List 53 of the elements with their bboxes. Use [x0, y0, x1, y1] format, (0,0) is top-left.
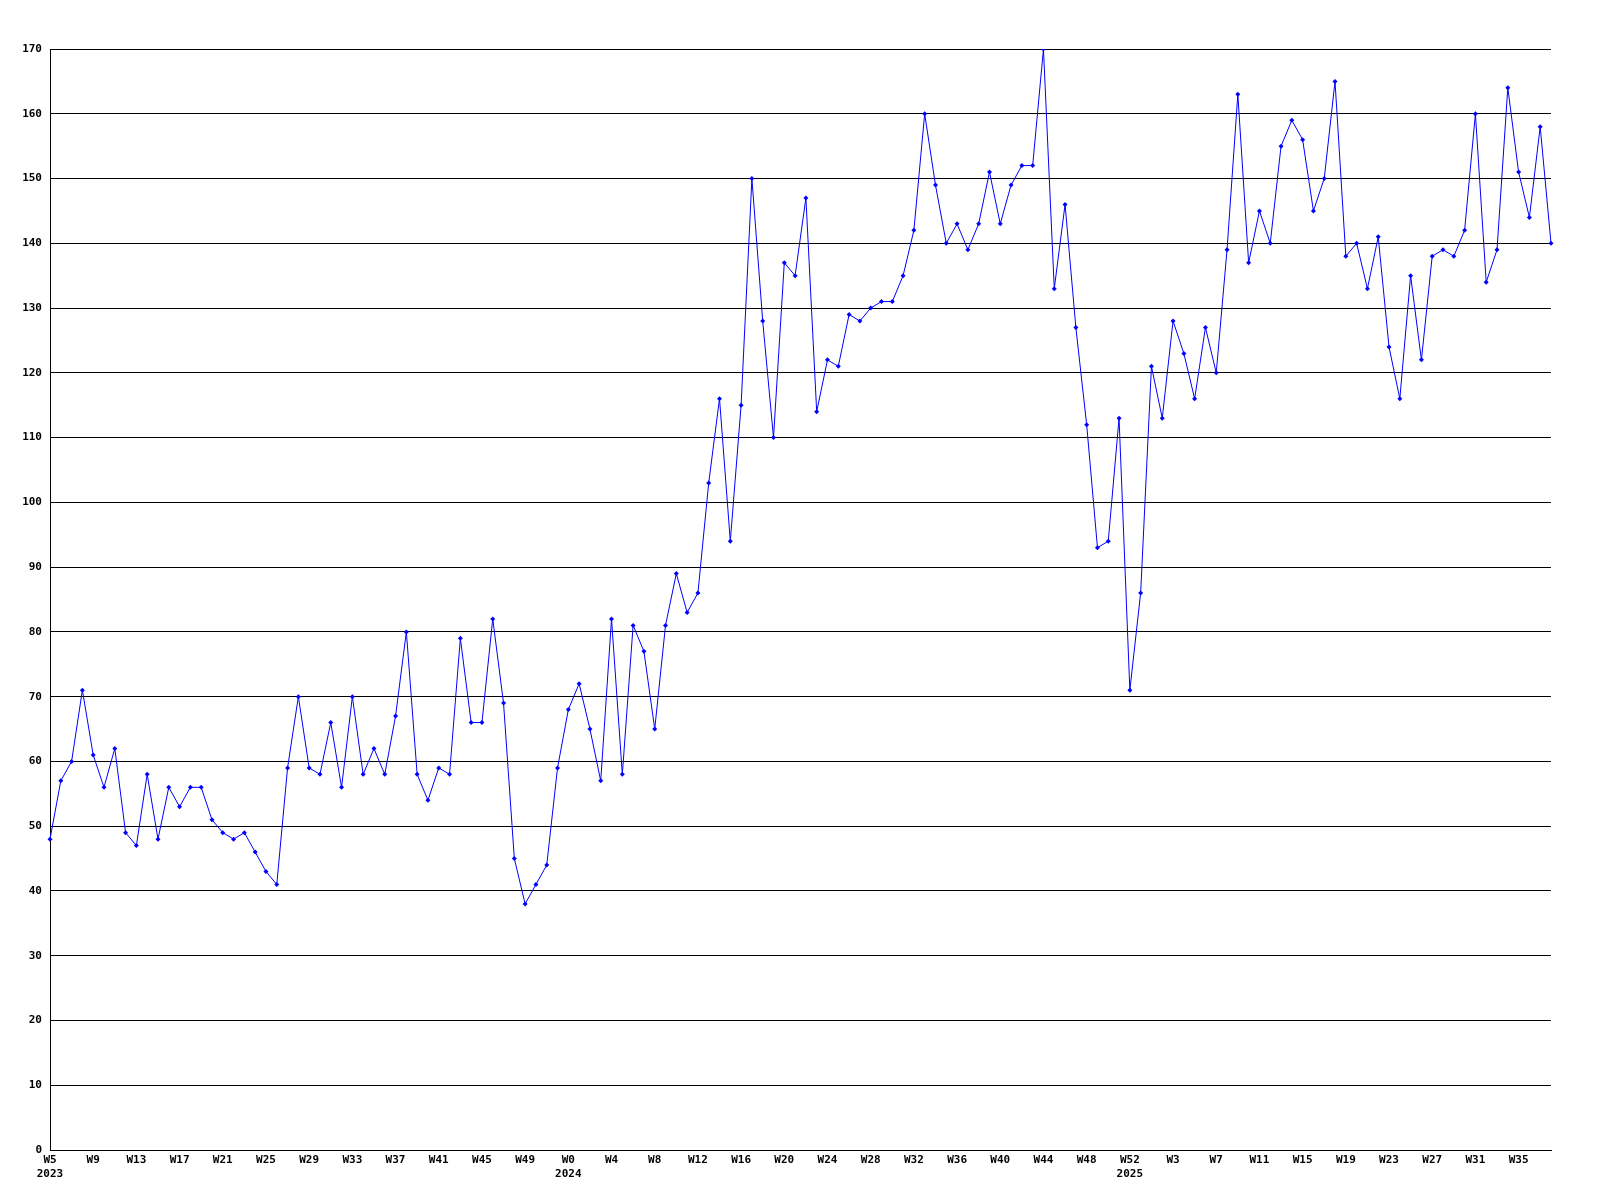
- x-tick-label: W48: [1076, 1153, 1097, 1167]
- x-tick-label: W19: [1335, 1153, 1356, 1167]
- y-tick-label: 130: [22, 300, 42, 314]
- x-tick-label: W3: [1166, 1153, 1180, 1167]
- y-tick-label: 110: [22, 430, 42, 444]
- x-tick-label: W16: [731, 1153, 752, 1167]
- x-tick-label: W13: [126, 1153, 147, 1167]
- y-tick-label: 70: [28, 689, 42, 703]
- x-tick-label: W0 2024: [555, 1153, 582, 1180]
- y-tick-label: 160: [22, 106, 42, 120]
- y-tick-label: 20: [28, 1013, 42, 1027]
- y-tick-label: 60: [28, 754, 42, 768]
- x-tick-label: W20: [774, 1153, 795, 1167]
- x-tick-label: W7: [1209, 1153, 1223, 1167]
- x-tick-label: W17: [169, 1153, 190, 1167]
- y-tick-label: 40: [28, 883, 42, 897]
- x-tick-label: W35: [1508, 1153, 1529, 1167]
- y-tick-label: 100: [22, 495, 42, 509]
- y-tick-label: 90: [28, 559, 42, 573]
- x-tick-label: W12: [687, 1153, 708, 1167]
- x-tick-label: W49: [515, 1153, 536, 1167]
- y-tick-label: 50: [28, 819, 42, 833]
- y-tick-label: 0: [35, 1142, 42, 1156]
- x-tick-label: W11: [1249, 1153, 1270, 1167]
- x-tick-label: W9: [86, 1153, 100, 1167]
- y-tick-label: 30: [28, 948, 42, 962]
- x-tick-label: W45: [472, 1153, 492, 1167]
- x-tick-label: W21: [212, 1153, 234, 1167]
- y-tick-label: 150: [22, 171, 42, 185]
- x-tick-label: W24: [817, 1153, 838, 1167]
- y-tick-label: 10: [28, 1078, 42, 1092]
- x-tick-label: W15: [1292, 1153, 1313, 1167]
- x-tick-label: W5 2023: [36, 1153, 64, 1180]
- x-tick-label: W37: [385, 1153, 406, 1167]
- x-tick-label: W52 2025: [1116, 1153, 1144, 1180]
- x-tick-label: W40: [990, 1153, 1011, 1167]
- x-tick-label: W8: [648, 1153, 662, 1167]
- x-tick-label: W32: [903, 1153, 924, 1167]
- x-tick-label: W25: [256, 1153, 276, 1167]
- x-tick-label: W44: [1033, 1153, 1054, 1167]
- y-tick-label: 120: [22, 365, 42, 379]
- x-tick-label: W41: [428, 1153, 450, 1167]
- x-tick-label: W36: [947, 1153, 968, 1167]
- x-tick-label: W4: [604, 1153, 619, 1167]
- y-tick-label: 170: [22, 41, 42, 55]
- x-tick-label: W31: [1465, 1153, 1486, 1167]
- x-tick-label: W23: [1379, 1153, 1399, 1167]
- y-tick-label: 80: [28, 624, 42, 638]
- x-tick-label: W28: [860, 1153, 881, 1167]
- x-tick-label: W29: [299, 1153, 320, 1167]
- x-tick-label: W33: [342, 1153, 363, 1167]
- x-tick-label: W27: [1422, 1153, 1443, 1167]
- y-tick-label: 140: [22, 236, 42, 250]
